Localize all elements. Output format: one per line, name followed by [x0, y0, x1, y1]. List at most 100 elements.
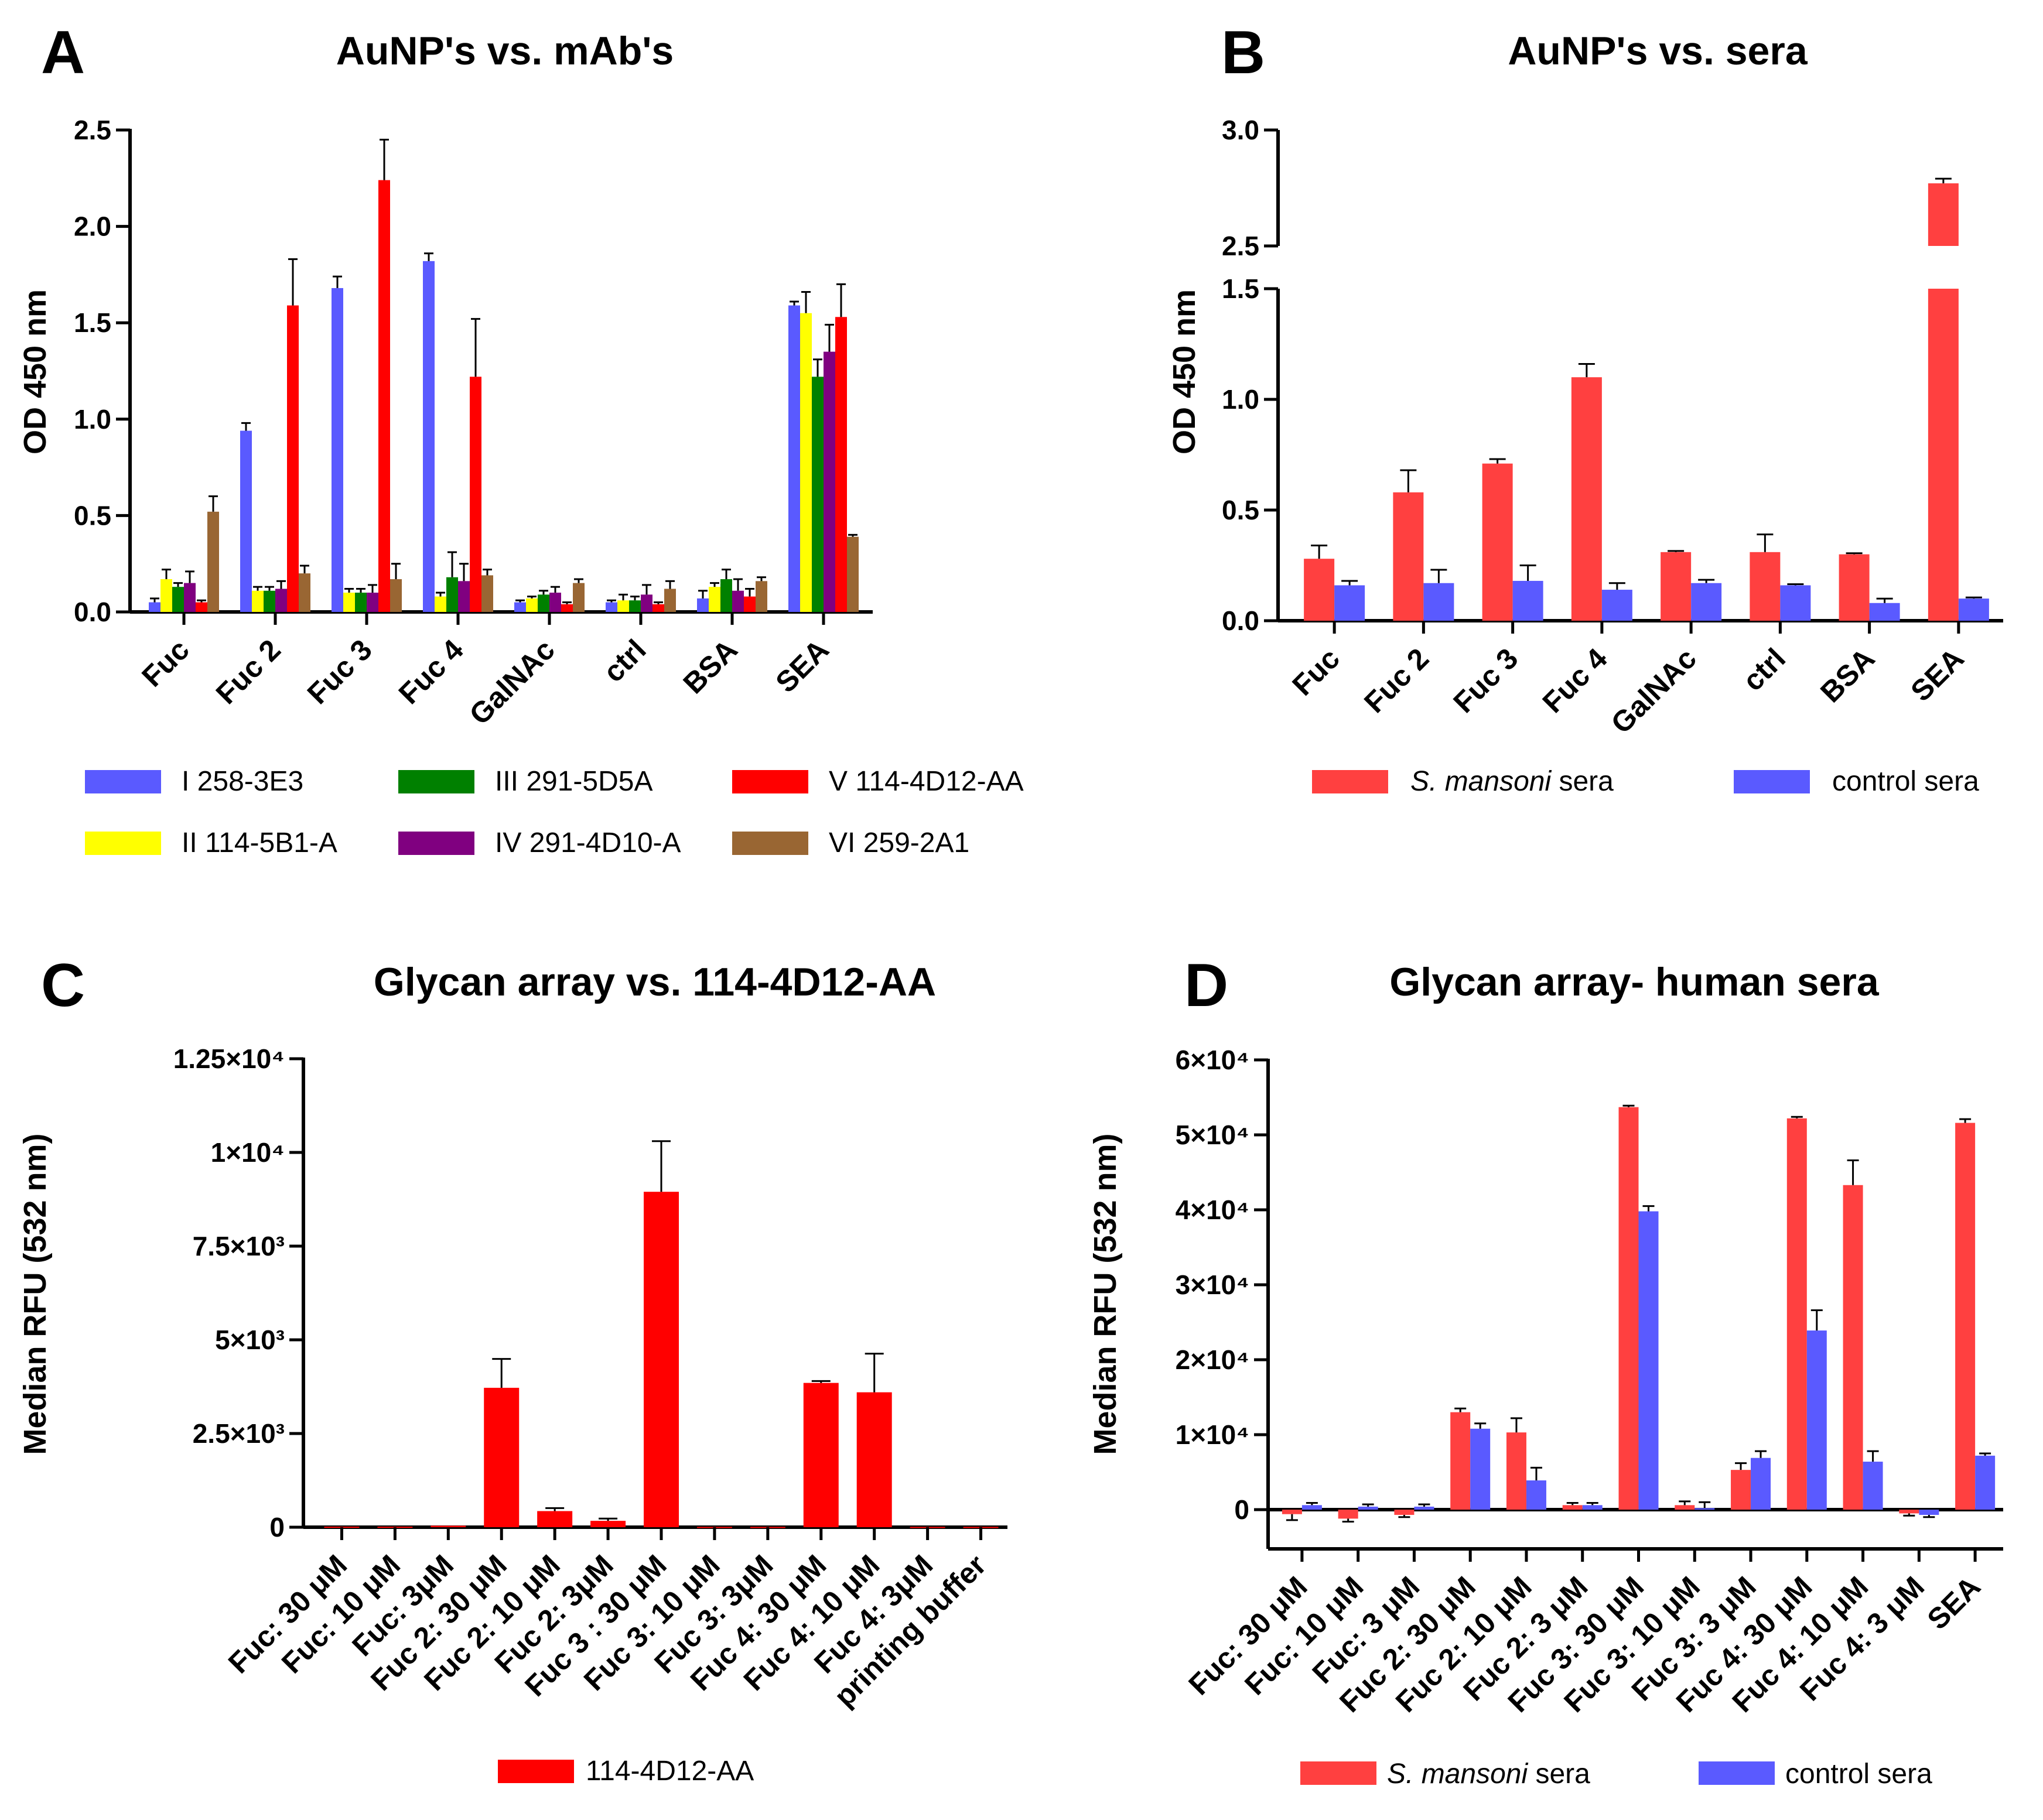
- chart-d-legend-suffix: sera: [1528, 1759, 1590, 1790]
- chart-b-bar: [1839, 554, 1870, 621]
- chart-a-xtick-label: GalNAc: [463, 633, 561, 731]
- chart-d-bar: [1562, 1505, 1583, 1510]
- chart-a-bar: [641, 594, 652, 612]
- chart-d-bar: [1786, 1118, 1807, 1510]
- chart-b-xtick-label: Fuc 2: [1358, 642, 1435, 719]
- chart-b-bar-upper: [1928, 183, 1959, 246]
- chart-c-bar: [537, 1511, 573, 1527]
- chart-b-title: AuNP's vs. sera: [1508, 29, 1808, 73]
- chart-c-ytick-label: 1×10⁴: [211, 1137, 285, 1168]
- chart-b-xtick-label: Fuc 3: [1447, 642, 1524, 719]
- chart-a-bar: [744, 596, 756, 612]
- chart-a-legend-swatch: [732, 770, 808, 793]
- chart-b-legend-swatch: [1312, 770, 1388, 793]
- chart-d-bar: [1638, 1211, 1659, 1510]
- chart-b-bar: [1928, 289, 1959, 621]
- chart-a-bar: [332, 288, 343, 613]
- chart-a-bar: [561, 604, 573, 612]
- chart-d-ytick-label: 0: [1234, 1494, 1249, 1525]
- chart-a-bar: [800, 313, 812, 612]
- chart-c-legend-swatch: [498, 1760, 574, 1783]
- chart-a-ytick-label: 0.5: [74, 500, 111, 531]
- chart-a-xtick-label: Fuc 3: [301, 633, 378, 710]
- chart-a-bar: [172, 587, 184, 612]
- chart-b-legend-text: control sera: [1832, 766, 1979, 797]
- chart-a-legend-label: II 114-5B1-A: [182, 827, 337, 858]
- chart-a-bar: [160, 579, 172, 612]
- chart-d-ytick-label: 5×10⁴: [1176, 1120, 1249, 1150]
- chart-b-ytick-label: 0.0: [1222, 605, 1259, 636]
- chart-a-bar: [617, 600, 629, 612]
- chart-b-bar: [1334, 585, 1365, 621]
- chart-d-bar: [1338, 1510, 1358, 1519]
- chart-c-ylabel: Median RFU (532 nm): [18, 1133, 53, 1455]
- chart-d-ytick-label: 4×10⁴: [1176, 1195, 1249, 1225]
- chart-a-bar: [664, 589, 676, 612]
- chart-a-bar: [481, 575, 493, 612]
- chart-a-title: AuNP's vs. mAb's: [336, 29, 674, 73]
- chart-b-bar: [1750, 552, 1781, 621]
- chart-b-xtick-label: ctrl: [1737, 642, 1792, 697]
- chart-d-legend-swatch: [1300, 1761, 1376, 1785]
- chart-d-ytick-label: 6×10⁴: [1176, 1045, 1249, 1075]
- chart-a-bar: [788, 305, 800, 612]
- chart-b-legend-label: S. mansoni sera: [1410, 766, 1614, 797]
- chart-a-bar: [824, 351, 835, 612]
- chart-b-legend-label: control sera: [1832, 766, 1979, 797]
- chart-b-bar: [1393, 492, 1424, 621]
- chart-c-legend-label: 114-4D12-AA: [586, 1756, 754, 1787]
- chart-b-bar: [1304, 559, 1335, 621]
- chart-a-bar: [514, 602, 526, 612]
- chart-c-bar: [803, 1383, 839, 1527]
- chart-b-xtick-label: Fuc 4: [1536, 642, 1614, 719]
- chart-d-bar: [1919, 1510, 1939, 1515]
- chart-b-ytick-label: 0.5: [1222, 495, 1259, 525]
- chart-a-legend-label: IV 291-4D10-A: [495, 827, 681, 858]
- chart-a-bar: [390, 579, 402, 612]
- chart-a-xtick-label: ctrl: [597, 633, 652, 689]
- chart-b-bar: [1482, 463, 1513, 621]
- chart-a-bar: [573, 583, 585, 612]
- chart-a-bar: [252, 590, 264, 612]
- chart-d-bar: [1470, 1428, 1491, 1510]
- chart-b-bar: [1958, 598, 1989, 621]
- chart-d-bar: [1899, 1510, 1919, 1514]
- chart-a-xtick-label: SEA: [769, 633, 835, 699]
- chart-a-ytick-label: 1.5: [74, 307, 111, 338]
- chart-a-legend-label: V 114-4D12-AA: [829, 766, 1024, 797]
- chart-a-bar: [756, 581, 767, 612]
- panel-label-c: C: [41, 952, 85, 1020]
- chart-d-ytick-label: 2×10⁴: [1176, 1345, 1249, 1375]
- chart-b-bar: [1601, 590, 1632, 621]
- chart-a-bar: [196, 602, 207, 612]
- chart-c-ytick-label: 5×10³: [215, 1325, 285, 1355]
- chart-c-title: Glycan array vs. 114-4D12-AA: [374, 960, 936, 1004]
- chart-b-bar: [1869, 603, 1900, 621]
- chart-d-ytick-label: 1×10⁴: [1176, 1419, 1249, 1450]
- chart-b-xtick-label: GalNAc: [1605, 642, 1703, 740]
- chart-a-bar: [343, 593, 355, 612]
- chart-c-bar: [590, 1521, 626, 1527]
- chart-d-bar: [1731, 1470, 1751, 1510]
- chart-a-bar: [470, 377, 481, 612]
- chart-a-bar: [378, 180, 390, 612]
- chart-c-bar: [856, 1392, 892, 1527]
- chart-d-bar: [1843, 1185, 1863, 1510]
- chart-b-ytick-label: 3.0: [1222, 115, 1259, 145]
- chart-a-bar: [275, 589, 287, 612]
- chart-a-bar: [287, 305, 299, 612]
- chart-c-ytick-label: 0: [269, 1512, 285, 1542]
- chart-a-bar: [835, 317, 847, 612]
- chart-d-legend-swatch: [1699, 1761, 1775, 1785]
- chart-d-legend-text: control sera: [1785, 1759, 1932, 1790]
- chart-a-bar: [732, 590, 744, 612]
- chart-a-ytick-label: 2.0: [74, 211, 111, 242]
- chart-a-bar: [240, 430, 252, 612]
- chart-d-ytick-label: 3×10⁴: [1176, 1270, 1249, 1300]
- chart-d-bar: [1582, 1505, 1603, 1510]
- chart-c-bar: [484, 1387, 520, 1527]
- chart-a-bar: [149, 602, 160, 612]
- chart-d-bar: [1806, 1330, 1827, 1510]
- chart-d-bar: [1863, 1462, 1883, 1510]
